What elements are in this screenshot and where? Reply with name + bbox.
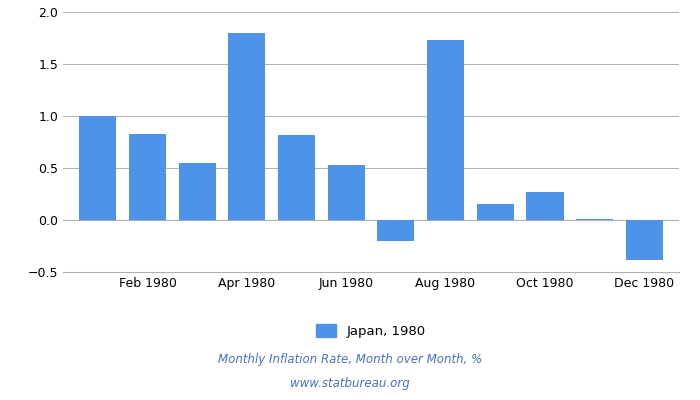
Legend: Japan, 1980: Japan, 1980 — [311, 319, 431, 344]
Text: www.statbureau.org: www.statbureau.org — [290, 378, 410, 390]
Bar — [526, 192, 564, 220]
Bar — [328, 165, 365, 220]
Bar — [576, 219, 613, 220]
Text: Monthly Inflation Rate, Month over Month, %: Monthly Inflation Rate, Month over Month… — [218, 354, 482, 366]
Bar — [626, 220, 663, 260]
Bar — [228, 33, 265, 220]
Bar — [477, 204, 514, 220]
Bar — [129, 134, 166, 220]
Bar — [79, 116, 116, 220]
Bar — [278, 135, 315, 220]
Bar — [377, 220, 414, 241]
Bar — [178, 163, 216, 220]
Bar — [427, 40, 464, 220]
